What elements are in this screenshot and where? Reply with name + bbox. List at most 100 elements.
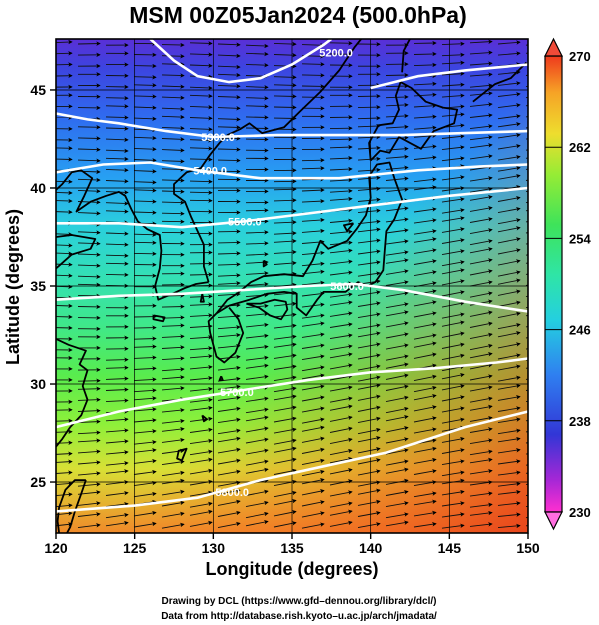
streamline-arrow [413,229,437,235]
streamline-arrow [413,51,437,57]
streamline-arrow [469,457,493,464]
streamline-arrow [413,385,437,393]
streamline-arrow [77,147,101,152]
x-tick-label: 125 [123,540,147,556]
streamline-arrow [105,450,129,455]
streamline-arrow [77,408,101,414]
streamline-arrow [133,105,157,110]
streamline-arrow [161,159,185,164]
streamline-arrow [77,523,101,529]
streamline-arrow [77,449,101,454]
streamline-arrow [385,448,409,455]
streamline-arrow [161,125,185,131]
streamline-arrow [329,166,353,172]
streamline-arrow [469,310,493,317]
streamline-arrow [329,520,353,527]
streamline-arrow [133,469,157,475]
streamline-arrow [357,249,381,255]
streamline-arrow [161,522,185,529]
streamline-arrow [497,417,521,424]
streamline-arrow [105,115,129,120]
streamline-arrow [497,289,521,296]
streamline-arrow [385,362,409,369]
coastline-segment [401,39,411,73]
streamline-arrow [497,154,521,161]
streamline-arrow [413,457,437,464]
streamline-arrow [217,324,241,330]
streamline-arrow [189,146,213,151]
x-tick-label: 140 [359,540,383,556]
chart-title: MSM 00Z05Jan2024 (500.0hPa) [129,2,467,28]
streamline-arrow [105,469,129,474]
streamline-arrow [441,353,465,361]
streamline-arrow [497,353,521,360]
streamline-arrow [329,218,353,224]
streamline-arrow [357,364,381,371]
streamline-arrow [357,375,381,382]
streamline-arrow [497,226,521,233]
streamline-arrow [385,280,409,286]
streamline-arrow [497,300,521,307]
height-contour-line [56,112,528,139]
x-tick-label: 150 [516,540,540,556]
streamline-arrow [56,243,73,248]
streamline-arrow [441,227,465,233]
streamline-arrow [357,435,381,443]
streamline-arrow [301,217,325,223]
streamline-arrow [105,104,129,109]
streamline-arrow [525,44,528,46]
streamline-arrow [497,114,521,120]
streamline-arrow [413,133,437,138]
streamline-arrow [497,103,521,109]
streamline-arrow [245,322,269,328]
streamline-arrow [385,414,409,422]
streamline-arrow [245,241,269,246]
streamline-arrow [105,461,129,466]
streamline-arrow [245,43,269,49]
streamline-arrow [441,331,465,338]
streamline-arrow [245,363,269,369]
streamline-arrow [469,186,493,193]
streamline-arrow [329,311,353,317]
streamline-arrow [441,448,465,454]
streamline-arrow [105,520,129,527]
streamline-arrow [441,301,465,308]
streamline-arrow [469,50,493,55]
streamline-arrow [329,415,353,422]
streamline-arrow [301,187,325,193]
streamline-arrow [217,521,241,529]
y-tick-label: 40 [30,180,46,196]
streamline-arrow [413,491,437,498]
streamline-arrow [189,272,213,277]
coastline-segment [246,298,289,321]
streamline-arrow [189,438,213,445]
footer-data-source-line: Data from http://database.rish.kyoto–u.a… [161,611,437,622]
streamline-arrow [189,179,213,184]
streamline-arrow [329,196,353,202]
coastline-segment [201,414,208,423]
colorbar-ticks: 270 262 254 246 238 230 [545,49,591,520]
colorbar-tick-label: 238 [569,414,591,429]
streamline-arrow [497,489,521,495]
streamline-arrow [77,211,101,216]
streamline-arrow [413,92,437,98]
streamline-arrow [133,377,157,382]
y-axis-title: Latitude (degrees) [3,209,23,365]
streamline-arrow [133,157,157,163]
streamline-arrow [357,499,381,506]
streamline-arrow [385,354,409,361]
streamline-arrow [469,206,493,212]
streamline-arrow [413,259,437,265]
streamline-arrow [357,301,381,307]
streamline-arrow [357,458,381,465]
streamline-arrow [161,211,185,216]
streamline-arrow [217,480,241,487]
streamline-arrow [133,366,157,371]
streamline-arrow [497,206,521,214]
x-tick-label: 120 [44,540,68,556]
streamline-arrow [56,492,73,497]
streamline-arrow [77,378,101,384]
streamline-arrow [133,325,157,330]
plot-area: 5200.0 5300.0 5400.0 5500.0 5600.0 5700.0 5800… [56,39,528,533]
coastline-segment [56,234,97,270]
